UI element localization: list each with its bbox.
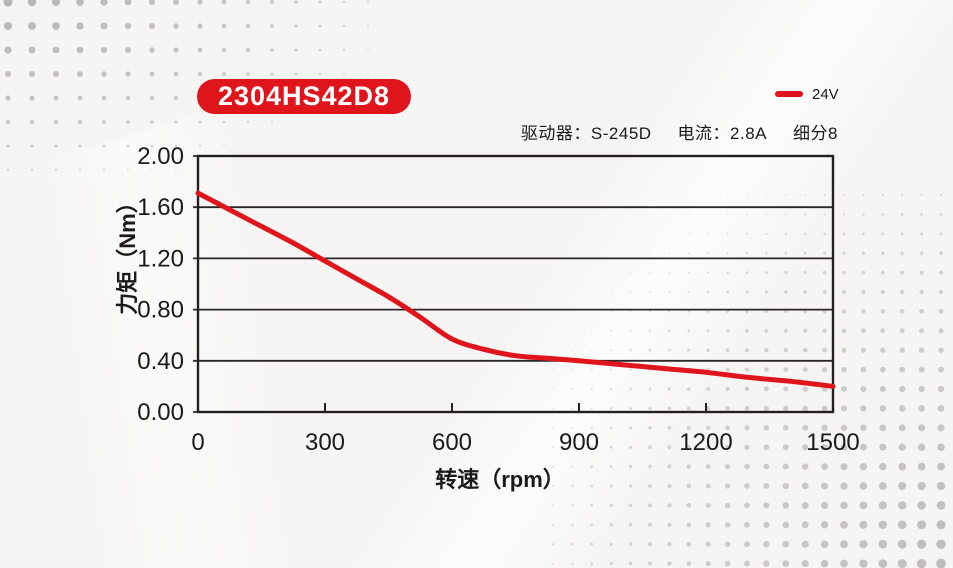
x-tick-label: 600 [432, 429, 472, 456]
x-tick-label: 1500 [806, 429, 859, 456]
y-tick-label: 1.60 [137, 194, 184, 221]
y-tick-label: 0.00 [137, 399, 184, 426]
x-axis-ticks [197, 403, 834, 412]
y-tick-label: 0.80 [137, 297, 184, 324]
x-tick-label: 900 [559, 429, 599, 456]
legend-label: 24V [812, 85, 839, 103]
x-tick-label: 300 [305, 429, 345, 456]
drive-info-line: 驱动器：S-245D 电流：2.8A 细分8 [521, 119, 838, 144]
current-info: 电流：2.8A [677, 124, 768, 143]
halftone-dots-top-left [3, 0, 393, 172]
x-tick-label: 1200 [679, 429, 732, 456]
plot-border [196, 154, 835, 414]
y-axis-title: 力矩（Nm） [115, 191, 140, 315]
y-tick-label: 1.20 [137, 245, 184, 272]
y-tick-label: 2.00 [137, 143, 184, 170]
legend-line-swatch [775, 91, 803, 97]
microstep-info: 细分8 [793, 124, 838, 143]
model-badge: 2304HS42D8 [197, 79, 411, 114]
x-tick-label: 0 [191, 429, 204, 456]
driver-info: 驱动器：S-245D [520, 124, 652, 143]
legend: 24V [775, 84, 839, 104]
x-axis-title: 转速（rpm） [435, 467, 565, 492]
halftone-dots-bottom-right [551, 193, 946, 568]
torque-curve-24v [195, 190, 836, 389]
y-tick-label: 0.40 [137, 348, 184, 375]
